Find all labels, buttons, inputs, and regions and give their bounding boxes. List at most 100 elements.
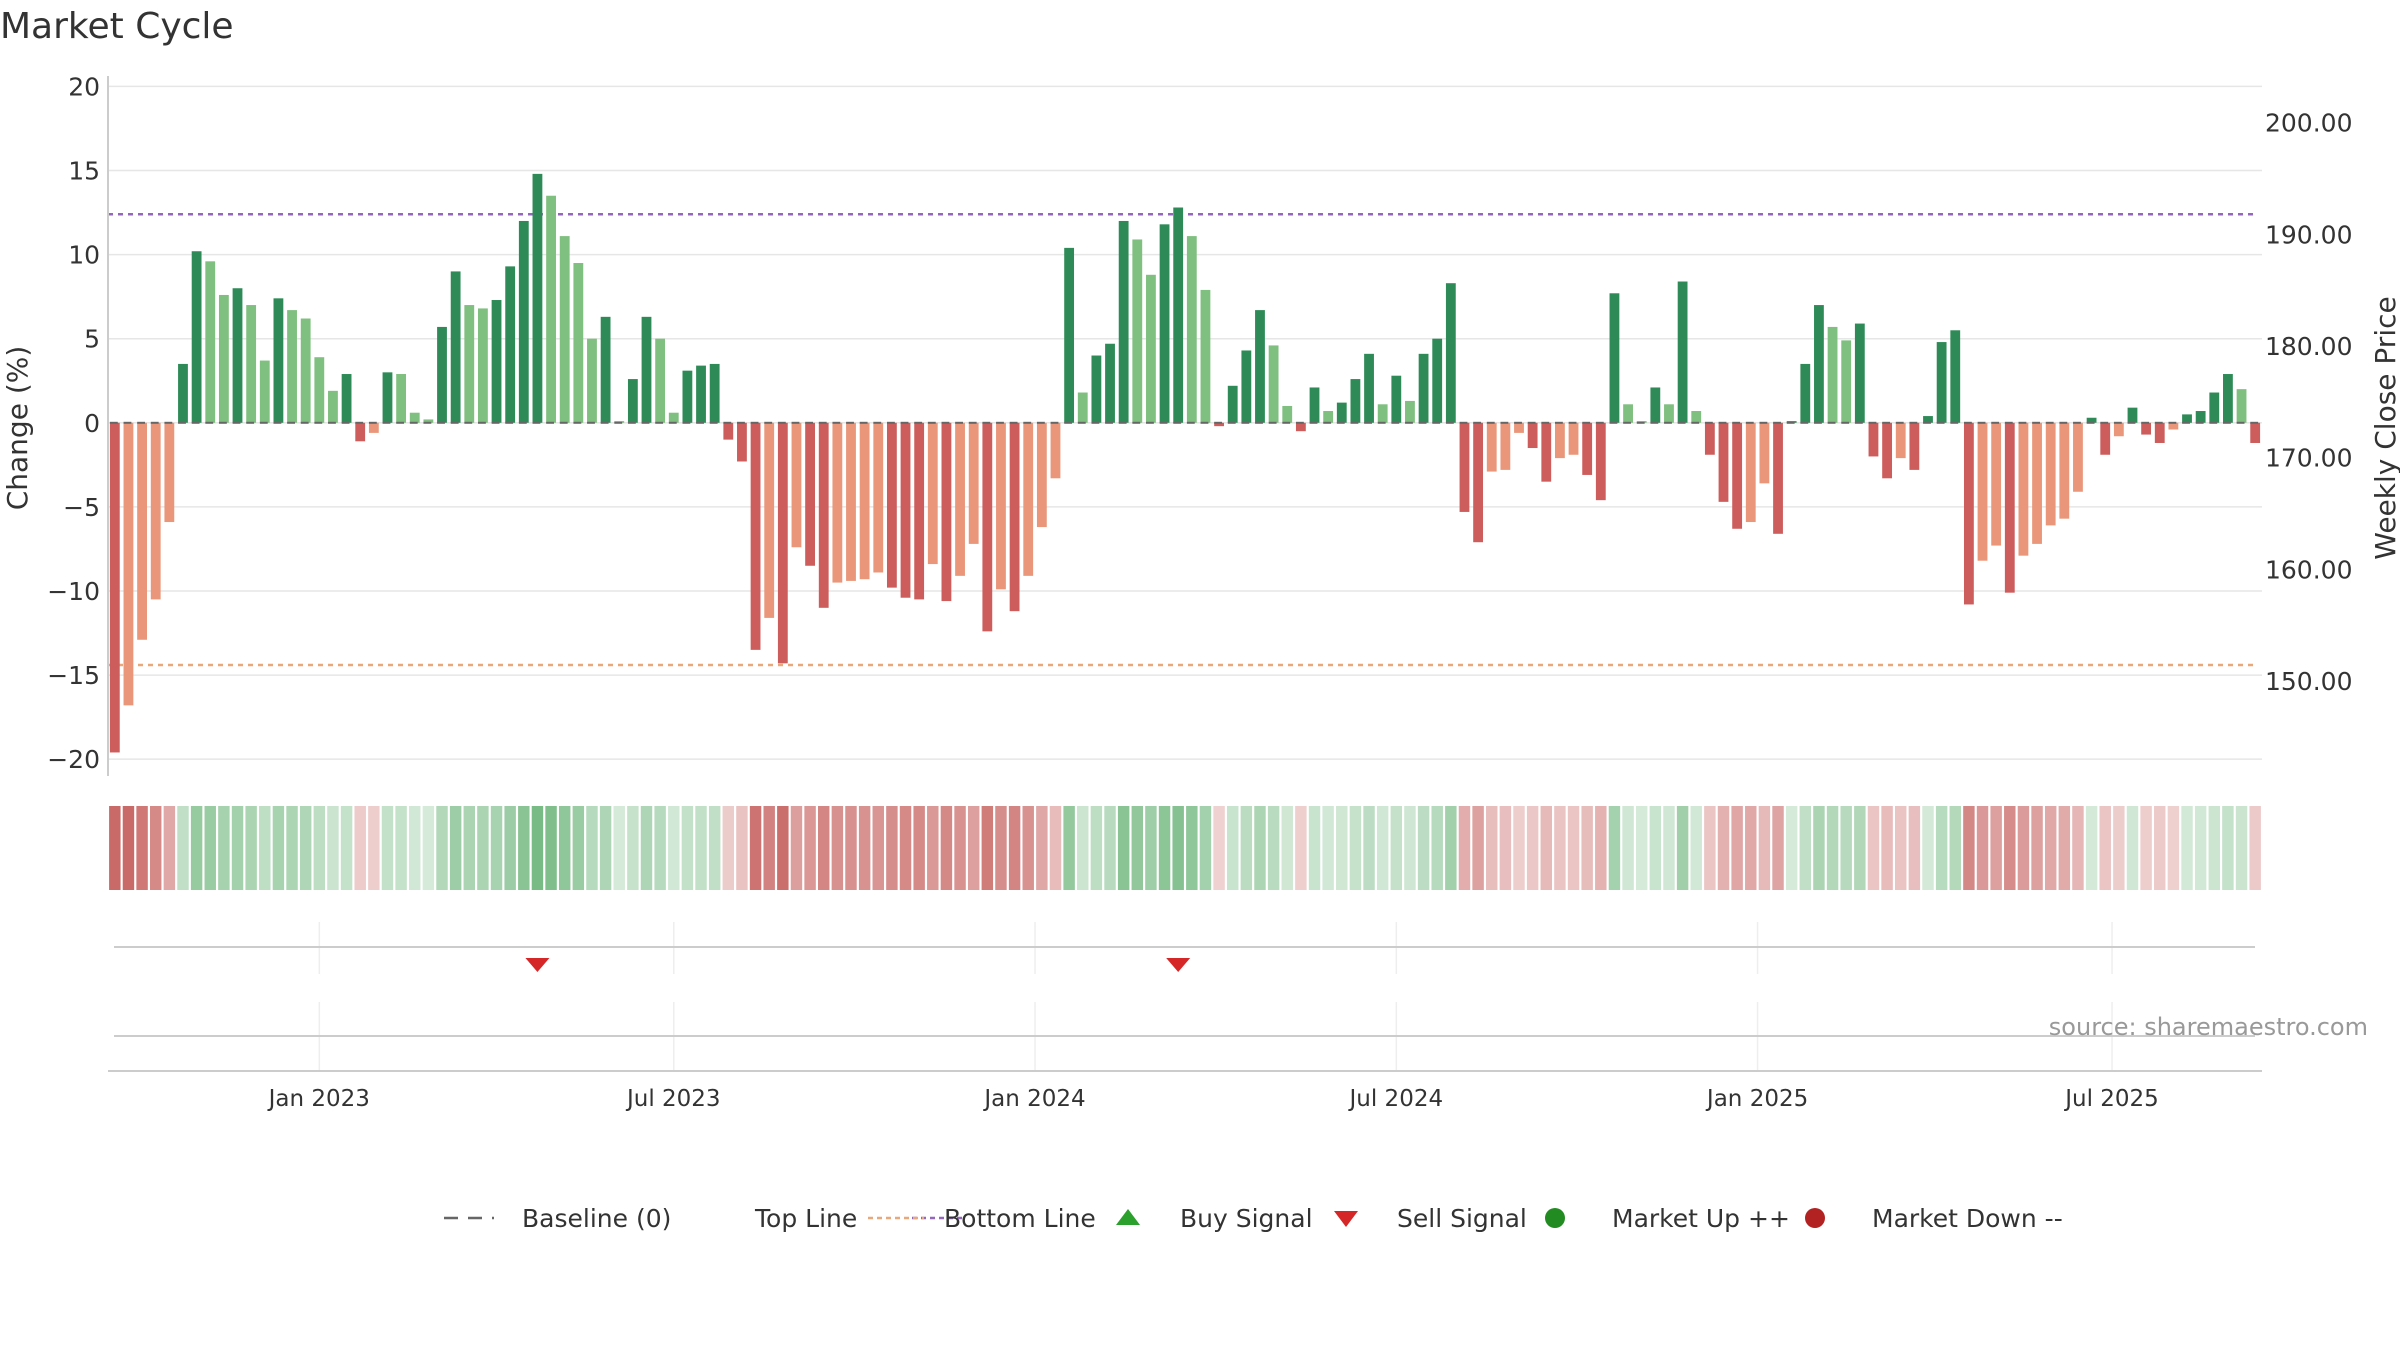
heat-cell	[1540, 806, 1552, 890]
heat-cell	[449, 806, 462, 890]
bar	[1214, 422, 1224, 427]
heat-cell	[927, 806, 939, 890]
bar	[1882, 422, 1893, 479]
bar	[1691, 411, 1702, 423]
heat-cell	[340, 806, 353, 890]
heat-cell	[913, 806, 925, 890]
heat-cell	[995, 806, 1007, 890]
bar	[1405, 400, 1415, 423]
heat-cell	[490, 806, 503, 890]
heat-cell	[1690, 806, 1702, 890]
heat-cell	[2194, 806, 2207, 890]
bar	[1963, 422, 1974, 605]
bar	[368, 422, 379, 433]
heat-cell	[1826, 806, 1839, 890]
heat-cell	[872, 806, 884, 890]
y-left-tick-label: −20	[47, 745, 100, 774]
heat-cell	[218, 806, 230, 890]
heat-cell	[1049, 806, 1062, 890]
heat-cell	[1036, 806, 1048, 890]
bar	[1459, 422, 1470, 512]
heat-cell	[1513, 806, 1525, 890]
heat-cell	[463, 806, 475, 890]
bar	[1009, 422, 1020, 612]
heat-cell	[572, 806, 585, 890]
heat-cell	[1390, 806, 1403, 890]
source-note: source: sharemaestro.com	[2049, 1013, 2368, 1041]
legend-label: Baseline (0)	[522, 1204, 671, 1233]
bar	[696, 365, 706, 423]
heat-cell	[1281, 806, 1293, 890]
bar	[396, 374, 407, 423]
bar	[886, 422, 897, 588]
heat-cell	[2017, 806, 2030, 890]
bar	[1282, 405, 1293, 423]
y-right-tick-label: 190.00	[2265, 220, 2352, 249]
y-left-tick-label: 5	[84, 325, 100, 354]
heat-cell	[586, 806, 598, 890]
bar	[1800, 363, 1811, 423]
heat-cell	[763, 806, 775, 890]
heat-cell	[1622, 806, 1634, 890]
bar	[2018, 422, 2029, 556]
bar	[2004, 422, 2015, 593]
bar	[355, 422, 366, 442]
heat-cell	[259, 806, 271, 890]
bar	[1950, 330, 1961, 423]
bar	[1841, 340, 1852, 423]
legend-swatch-sell	[1334, 1211, 1358, 1227]
bar	[109, 422, 120, 753]
y-axis-left-label: Change (%)	[1, 346, 34, 511]
heat-cell	[531, 806, 544, 890]
heat-cell	[1267, 806, 1280, 890]
heat-cell	[1431, 806, 1443, 890]
heat-cell	[422, 806, 435, 890]
heat-cell	[327, 806, 339, 890]
bar	[1704, 422, 1715, 455]
heat-cell	[1554, 806, 1566, 890]
bar	[1527, 422, 1538, 449]
bar	[1336, 402, 1347, 423]
heat-cell	[1922, 806, 1934, 890]
heat-cell	[1649, 806, 1662, 890]
heat-cell	[1363, 806, 1375, 890]
bar	[1255, 310, 1265, 423]
heat-cell	[1854, 806, 1866, 890]
bar	[1745, 422, 1756, 523]
heat-cell	[940, 806, 953, 890]
heat-cell	[790, 806, 803, 890]
heat-cell	[1145, 806, 1157, 890]
bar	[491, 300, 502, 423]
bar	[409, 412, 420, 423]
bar	[1895, 422, 1906, 459]
heat-cell	[381, 806, 394, 890]
heat-cell	[1022, 806, 1034, 890]
bar	[968, 422, 979, 544]
heat-cell	[858, 806, 871, 890]
heat-cell	[409, 806, 421, 890]
heat-cell	[1567, 806, 1580, 890]
bar	[2073, 422, 2083, 492]
legend-label: Market Up ++	[1612, 1204, 1790, 1233]
heat-cell	[1117, 806, 1130, 890]
bar	[2032, 422, 2042, 544]
heat-cell	[981, 806, 994, 890]
heat-cell	[1908, 806, 1921, 890]
bar	[1200, 289, 1211, 423]
heat-cell	[1090, 806, 1103, 890]
heat-cell	[1717, 806, 1730, 890]
heat-cell	[1131, 806, 1144, 890]
bar	[205, 261, 216, 423]
bar	[328, 390, 338, 423]
bar	[1309, 387, 1320, 423]
heat-cell	[1445, 806, 1457, 890]
heat-cell	[967, 806, 980, 890]
heat-cell	[368, 806, 380, 890]
heat-cell	[599, 806, 612, 890]
bar	[914, 422, 925, 600]
bar	[859, 422, 870, 580]
bar	[2223, 374, 2233, 423]
heat-cell	[545, 806, 557, 890]
x-tick-label: Jul 2023	[625, 1086, 721, 1112]
legend-swatch-market-up	[1545, 1208, 1565, 1228]
